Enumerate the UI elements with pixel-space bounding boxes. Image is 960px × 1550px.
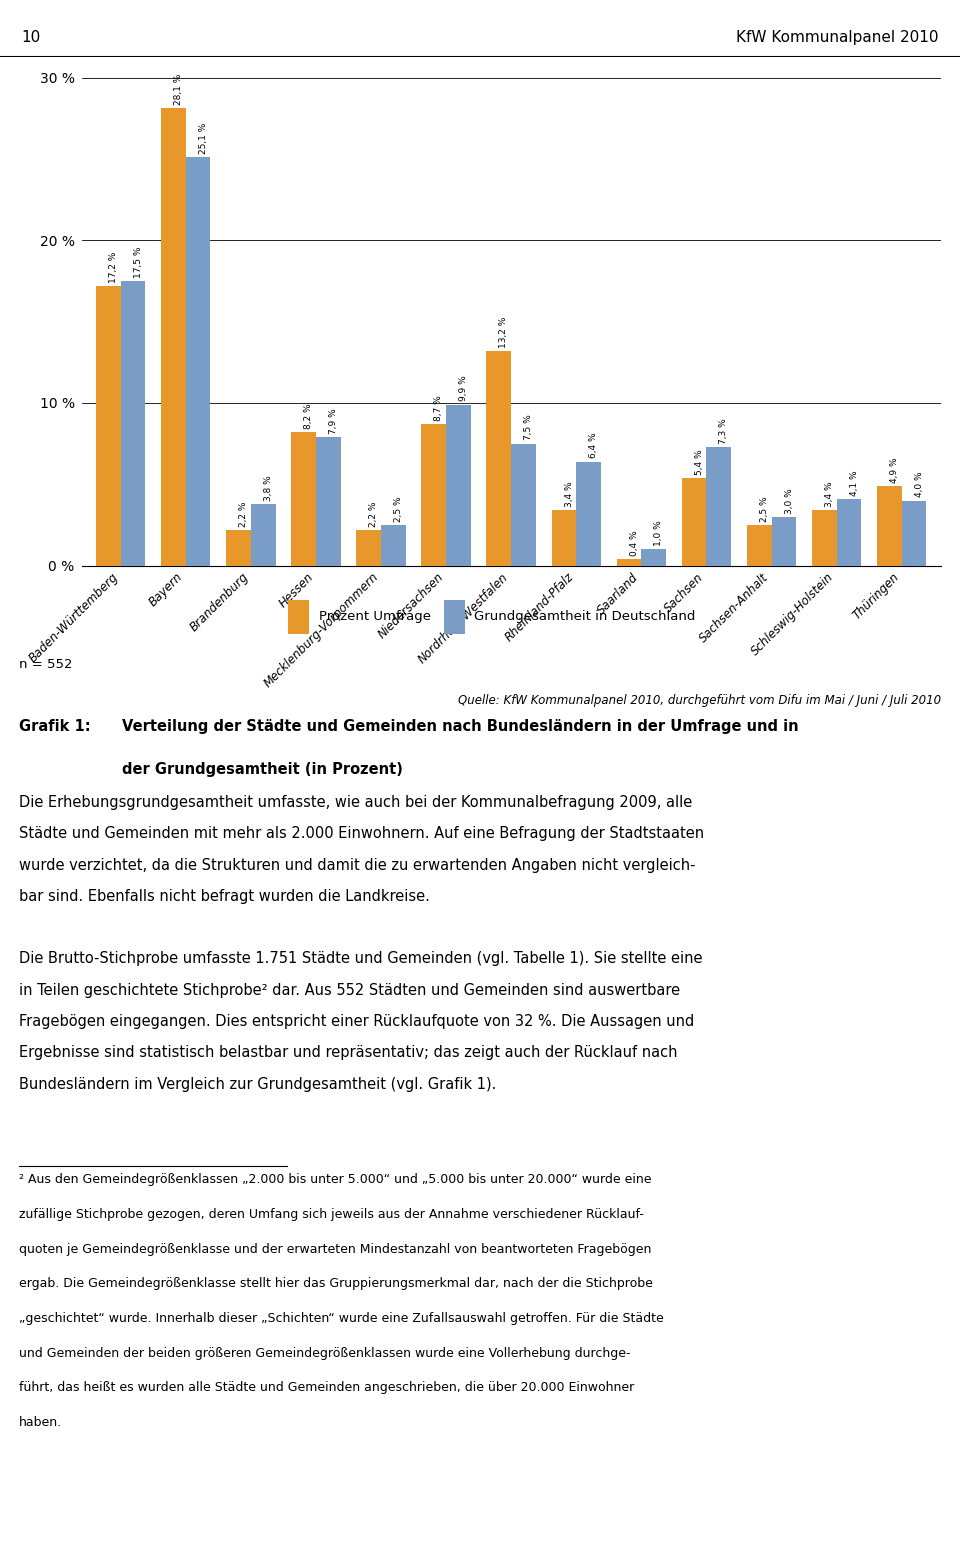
Text: Städte und Gemeinden mit mehr als 2.000 Einwohnern. Auf eine Befragung der Stadt: Städte und Gemeinden mit mehr als 2.000 …	[19, 826, 705, 842]
Text: haben.: haben.	[19, 1417, 62, 1429]
Bar	[251, 504, 276, 566]
Bar	[512, 443, 536, 566]
Text: 8,7 %: 8,7 %	[434, 395, 444, 422]
Bar	[487, 350, 511, 566]
Bar	[288, 600, 309, 634]
Text: Grundgesamtheit in Deutschland: Grundgesamtheit in Deutschland	[474, 611, 696, 623]
Text: 7,3 %: 7,3 %	[719, 418, 729, 443]
Text: n = 552: n = 552	[19, 659, 73, 671]
Bar	[576, 462, 601, 566]
Text: 0,4 %: 0,4 %	[630, 530, 638, 556]
Bar	[121, 281, 145, 566]
Bar	[772, 518, 796, 566]
Bar	[381, 525, 406, 566]
Bar	[707, 446, 732, 566]
Text: 7,5 %: 7,5 %	[524, 415, 533, 440]
Text: 28,1 %: 28,1 %	[174, 74, 183, 105]
Text: 17,2 %: 17,2 %	[108, 251, 118, 282]
Text: 3,4 %: 3,4 %	[564, 482, 573, 507]
Bar	[641, 550, 666, 566]
Bar	[421, 425, 446, 566]
Text: 4,1 %: 4,1 %	[850, 470, 858, 496]
Bar	[747, 525, 772, 566]
Text: Verteilung der Städte und Gemeinden nach Bundesländern in der Umfrage und in: Verteilung der Städte und Gemeinden nach…	[123, 719, 799, 735]
Bar	[316, 437, 341, 566]
Text: Fragebögen eingegangen. Dies entspricht einer Rücklaufquote von 32 %. Die Aussag: Fragebögen eingegangen. Dies entspricht …	[19, 1014, 694, 1029]
Text: 4,0 %: 4,0 %	[915, 471, 924, 498]
Text: 2,5 %: 2,5 %	[760, 496, 769, 522]
Text: 2,2 %: 2,2 %	[370, 501, 378, 527]
Text: 25,1 %: 25,1 %	[199, 122, 207, 153]
Text: Bundesländern im Vergleich zur Grundgesamtheit (vgl. Grafik 1).: Bundesländern im Vergleich zur Grundgesa…	[19, 1077, 496, 1091]
Text: bar sind. Ebenfalls nicht befragt wurden die Landkreise.: bar sind. Ebenfalls nicht befragt wurden…	[19, 890, 430, 904]
Text: 10: 10	[21, 29, 40, 45]
Text: ergab. Die Gemeindegrößenklasse stellt hier das Gruppierungsmerkmal dar, nach de: ergab. Die Gemeindegrößenklasse stellt h…	[19, 1277, 653, 1291]
Text: führt, das heißt es wurden alle Städte und Gemeinden angeschrieben, die über 20.: führt, das heißt es wurden alle Städte u…	[19, 1381, 635, 1395]
Text: „geschichtet“ wurde. Innerhalb dieser „Schichten“ wurde eine Zufallsauswahl getr: „geschichtet“ wurde. Innerhalb dieser „S…	[19, 1313, 664, 1325]
Text: der Grundgesamtheit (in Prozent): der Grundgesamtheit (in Prozent)	[123, 763, 403, 778]
Text: 2,2 %: 2,2 %	[239, 501, 248, 527]
Text: 2,5 %: 2,5 %	[394, 496, 403, 522]
Text: 8,2 %: 8,2 %	[304, 403, 313, 429]
Text: 13,2 %: 13,2 %	[499, 316, 509, 347]
Text: 3,4 %: 3,4 %	[825, 482, 834, 507]
Bar	[96, 285, 121, 566]
Bar	[552, 510, 576, 566]
Text: 3,8 %: 3,8 %	[264, 474, 273, 501]
Text: 17,5 %: 17,5 %	[133, 246, 143, 277]
Text: 9,9 %: 9,9 %	[459, 375, 468, 401]
Text: 4,9 %: 4,9 %	[890, 457, 899, 482]
Bar	[682, 477, 707, 566]
Bar	[185, 157, 210, 566]
Text: ² Aus den Gemeindegrößenklassen „2.000 bis unter 5.000“ und „5.000 bis unter 20.: ² Aus den Gemeindegrößenklassen „2.000 b…	[19, 1173, 652, 1186]
Text: zufällige Stichprobe gezogen, deren Umfang sich jeweils aus der Annahme verschie: zufällige Stichprobe gezogen, deren Umfa…	[19, 1207, 644, 1221]
Text: Grafik 1:: Grafik 1:	[19, 719, 91, 735]
Text: Die Brutto-Stichprobe umfasste 1.751 Städte und Gemeinden (vgl. Tabelle 1). Sie : Die Brutto-Stichprobe umfasste 1.751 Stä…	[19, 952, 703, 967]
Text: KfW Kommunalpanel 2010: KfW Kommunalpanel 2010	[736, 29, 939, 45]
Text: Prozent Umfrage: Prozent Umfrage	[319, 611, 431, 623]
Text: Ergebnisse sind statistisch belastbar und repräsentativ; das zeigt auch der Rück: Ergebnisse sind statistisch belastbar un…	[19, 1045, 678, 1060]
Text: 1,0 %: 1,0 %	[655, 521, 663, 546]
Text: 5,4 %: 5,4 %	[695, 449, 704, 474]
Text: 3,0 %: 3,0 %	[784, 488, 794, 513]
Bar	[901, 501, 926, 566]
Text: Quelle: KfW Kommunalpanel 2010, durchgeführt vom Difu im Mai / Juni / Juli 2010: Quelle: KfW Kommunalpanel 2010, durchgef…	[458, 694, 941, 707]
Text: und Gemeinden der beiden größeren Gemeindegrößenklassen wurde eine Vollerhebung : und Gemeinden der beiden größeren Gemein…	[19, 1347, 631, 1359]
Bar	[812, 510, 837, 566]
Bar	[444, 600, 465, 634]
Text: quoten je Gemeindegrößenklasse und der erwarteten Mindestanzahl von beantwortete: quoten je Gemeindegrößenklasse und der e…	[19, 1243, 652, 1256]
Text: 7,9 %: 7,9 %	[329, 408, 338, 434]
Text: Die Erhebungsgrundgesamtheit umfasste, wie auch bei der Kommunalbefragung 2009, : Die Erhebungsgrundgesamtheit umfasste, w…	[19, 795, 692, 811]
Text: in Teilen geschichtete Stichprobe² dar. Aus 552 Städten und Gemeinden sind auswe: in Teilen geschichtete Stichprobe² dar. …	[19, 983, 681, 998]
Bar	[837, 499, 861, 566]
Bar	[161, 109, 185, 566]
Bar	[227, 530, 251, 566]
Bar	[356, 530, 381, 566]
Bar	[877, 487, 901, 566]
Bar	[446, 405, 470, 566]
Bar	[291, 432, 316, 566]
Text: wurde verzichtet, da die Strukturen und damit die zu erwartenden Angaben nicht v: wurde verzichtet, da die Strukturen und …	[19, 857, 696, 873]
Bar	[616, 560, 641, 566]
Text: 6,4 %: 6,4 %	[589, 432, 598, 459]
